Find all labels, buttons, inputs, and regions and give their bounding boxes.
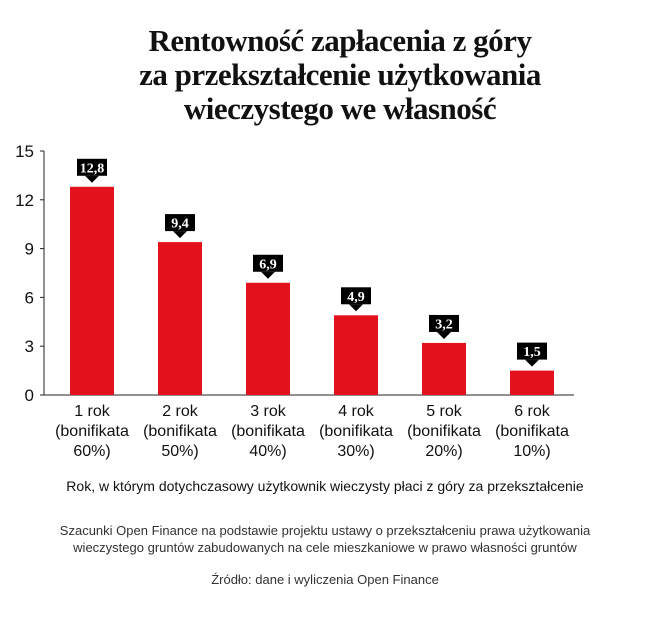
bar (158, 242, 202, 395)
y-tick-label: 0 (25, 386, 34, 405)
value-label-pointer (437, 331, 451, 339)
y-tick-label: 12 (15, 191, 34, 210)
bar (334, 315, 378, 395)
value-label: 6,9 (259, 257, 277, 272)
bar (510, 370, 554, 395)
chart-title-line-3: wieczystego we własność (183, 91, 497, 126)
chart-title-line-2: za przekształcenie użytkowania (139, 57, 541, 92)
value-label-pointer (261, 271, 275, 279)
y-tick-label: 15 (15, 142, 34, 161)
x-category-label: (bonifikata (143, 423, 217, 440)
x-category-label: 3 rok (250, 403, 287, 420)
value-label-box (517, 342, 547, 360)
x-axis-label: Rok, w którym dotychczasowy użytkownik w… (66, 478, 584, 494)
y-tick-label: 3 (25, 337, 34, 356)
value-label: 4,9 (347, 290, 365, 305)
value-label: 1,5 (523, 345, 541, 360)
value-label-box (341, 287, 371, 305)
x-category-label: (bonifikata (407, 423, 481, 440)
x-category-label: 60%) (73, 443, 110, 460)
x-category-label: (bonifikata (319, 423, 393, 440)
y-tick-label: 9 (25, 240, 34, 259)
x-category-label: 10%) (513, 443, 550, 460)
value-label-box (253, 254, 283, 272)
y-tick-label: 6 (25, 288, 34, 307)
methodology-note: Szacunki Open Finance na podstawie proje… (0, 522, 650, 556)
x-category-label: 2 rok (162, 403, 199, 420)
value-label: 3,2 (435, 317, 453, 332)
x-category-label: 50%) (161, 443, 198, 460)
chart-title-line-1: Rentowność zapłacenia z góry (148, 23, 532, 58)
x-category-label: (bonifikata (231, 423, 305, 440)
value-label-box (429, 314, 459, 332)
value-label-pointer (173, 231, 187, 239)
bar (70, 186, 114, 395)
value-label-pointer (85, 175, 99, 183)
x-category-label: 30%) (337, 443, 374, 460)
x-category-label: (bonifikata (55, 423, 129, 440)
x-category-label: 1 rok (74, 403, 111, 420)
bar (422, 342, 466, 395)
x-category-label: 5 rok (426, 403, 463, 420)
value-label: 12,8 (80, 161, 105, 176)
value-label-pointer (525, 359, 539, 367)
chart-title: Rentowność zapłacenia z góry za przekszt… (40, 24, 640, 126)
value-label-pointer (349, 304, 363, 312)
methodology-note-line-1: Szacunki Open Finance na podstawie proje… (59, 523, 591, 538)
bar-chart: 0 3 6 9 12 15 12,8 1 rok (bonifikata 60%) 9,4 2 rok… (15, 142, 574, 460)
x-category-label: 20%) (425, 443, 462, 460)
methodology-note-line-2: wieczystego gruntów zabudowanych na cele… (73, 540, 577, 555)
value-label: 9,4 (171, 217, 189, 232)
bar (246, 282, 290, 395)
value-label-box (77, 158, 107, 176)
x-category-label: 40%) (249, 443, 286, 460)
x-category-label: (bonifikata (495, 423, 569, 440)
x-category-label: 4 rok (338, 403, 375, 420)
x-category-label: 6 rok (514, 403, 551, 420)
value-label-box (165, 214, 195, 232)
source-note: Źródło: dane i wyliczenia Open Finance (211, 572, 439, 587)
